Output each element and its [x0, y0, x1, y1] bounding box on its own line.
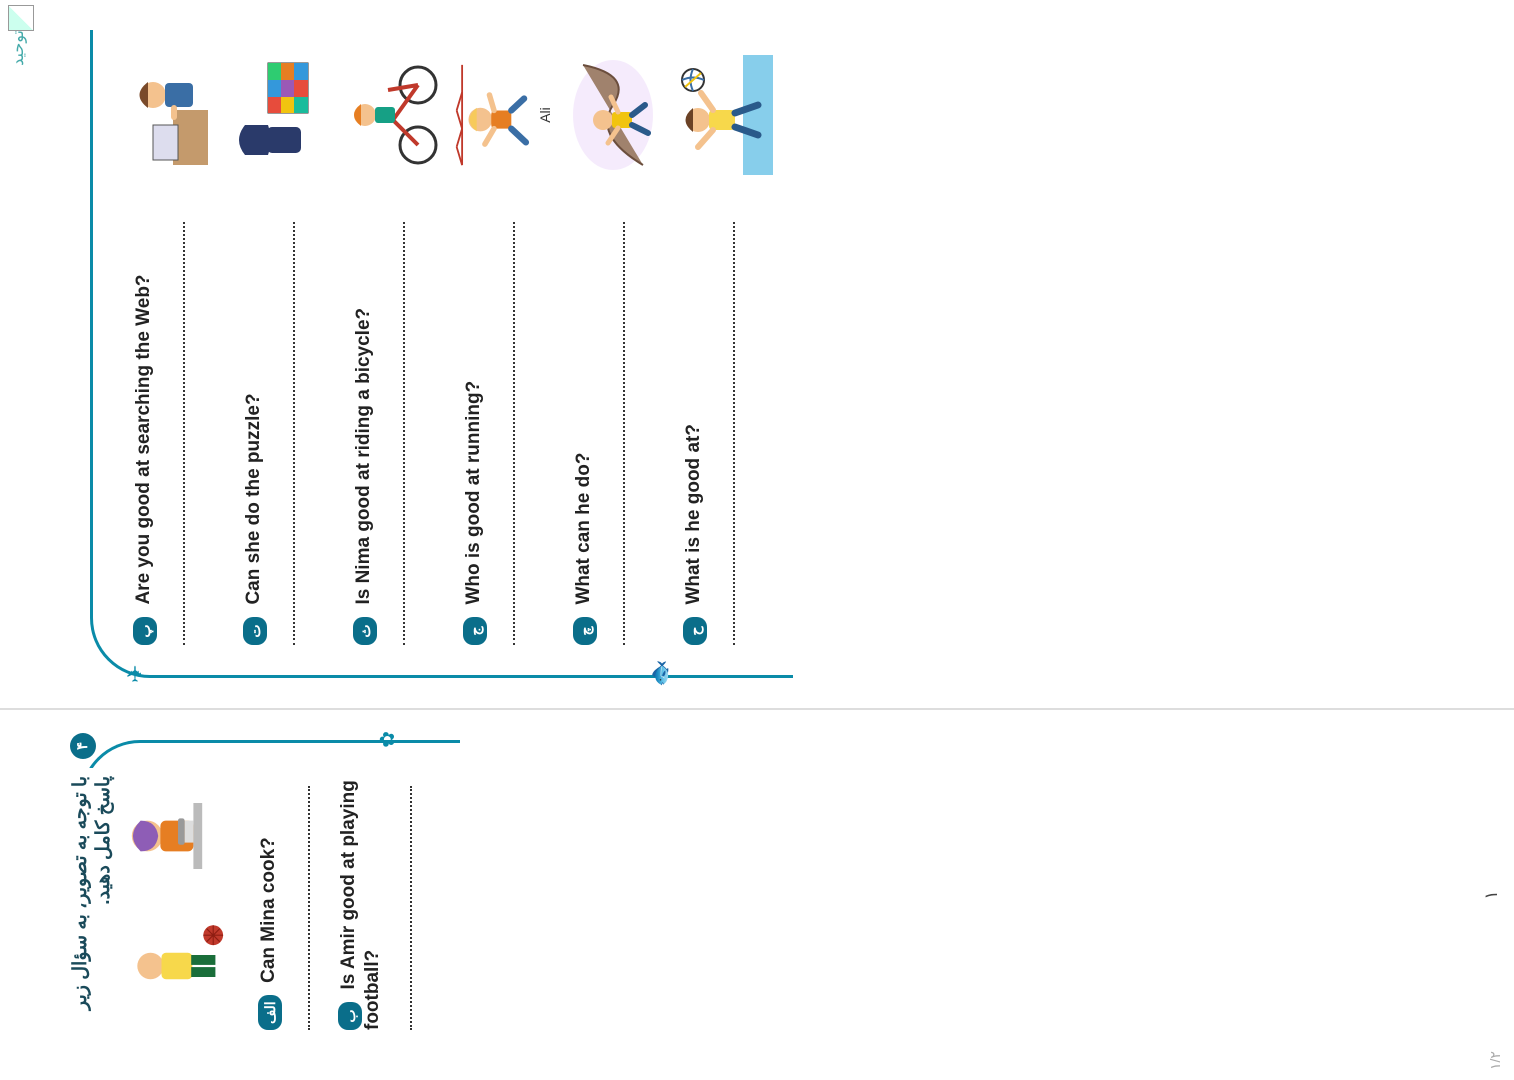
broken-image-icon [8, 5, 34, 31]
question-row: ج Who is good at running? [453, 50, 553, 645]
question-label: الف [258, 995, 282, 1030]
question-row: ح What is he good at? [673, 50, 773, 645]
answer-line [273, 222, 295, 645]
paper-plane-decoration: ✈ [123, 665, 149, 683]
question-text: What is he good at? [683, 424, 704, 605]
questions-section: ✈ 🐟 پ Are you good at searching the Web? [90, 30, 793, 678]
question-text: Is Nima good at riding a bicycle? [353, 308, 374, 605]
question-4-section: ۴ با توجه به تصویر، به سؤال زیر پاسخ کام… [80, 740, 460, 1050]
answer-line [288, 786, 310, 1030]
boy-bicycle-illustration [343, 50, 443, 180]
boy-running-illustration: Ali [453, 50, 553, 180]
question-text: What can he do? [573, 453, 594, 605]
question-label: ت [243, 617, 267, 645]
question-text: Is Amir good at playing football? [338, 780, 383, 1030]
question-label: پ [133, 617, 157, 645]
question-label: چ [573, 617, 597, 645]
boy-volleyball-illustration [673, 50, 773, 180]
question-label: ث [353, 617, 377, 645]
question-text: Can she do the puzzle? [243, 393, 264, 604]
question-item: الف Can Mina cook? [258, 773, 310, 1030]
illustration-caption: Ali [537, 107, 553, 123]
answer-line [163, 222, 185, 645]
answer-line [603, 222, 625, 645]
rope-knot-decoration: ✿ [375, 731, 400, 748]
instruction-text: با توجه به تصویر، به سؤال زیر پاسخ کامل … [69, 768, 115, 1050]
illustration-row [123, 773, 233, 1030]
question-text: Who is good at running? [463, 381, 484, 605]
question-text: Can Mina cook? [258, 837, 279, 983]
girl-puzzle-illustration [233, 50, 333, 180]
question-label: ح [683, 617, 707, 645]
question-item: ب Is Amir good at playing football? [338, 773, 412, 1030]
answer-line [493, 222, 515, 645]
answer-line [713, 222, 735, 645]
page-fraction: ۱/۲ [1487, 1051, 1504, 1070]
girl-cooking-illustration [123, 782, 233, 892]
question-row: چ What can he do? [563, 50, 663, 645]
question-row: ت Can she do the puzzle? [233, 50, 333, 645]
page-1: ۴ با توجه به تصویر، به سؤال زیر پاسخ کام… [0, 708, 1514, 1080]
boy-climbing-illustration [563, 50, 663, 180]
answer-line [383, 222, 405, 645]
question-label: ب [338, 1002, 362, 1030]
question-label: ج [463, 617, 487, 645]
page-2: توحید ✈ 🐟 پ Are you good at searching th… [0, 0, 1514, 708]
question-text: Are you good at searching the Web? [133, 274, 154, 604]
boy-football-illustration [123, 912, 233, 1022]
page-number: ۱ [1481, 890, 1502, 900]
computer-boy-illustration [123, 50, 223, 180]
header-brand: توحید [8, 30, 28, 66]
question-number-badge: ۴ [70, 733, 96, 759]
answer-line [390, 786, 412, 1030]
question-row: ث Is Nima good at riding a bicycle? [343, 50, 443, 645]
fish-decoration: 🐟 [647, 660, 673, 687]
question-row: پ Are you good at searching the Web? [123, 50, 223, 645]
